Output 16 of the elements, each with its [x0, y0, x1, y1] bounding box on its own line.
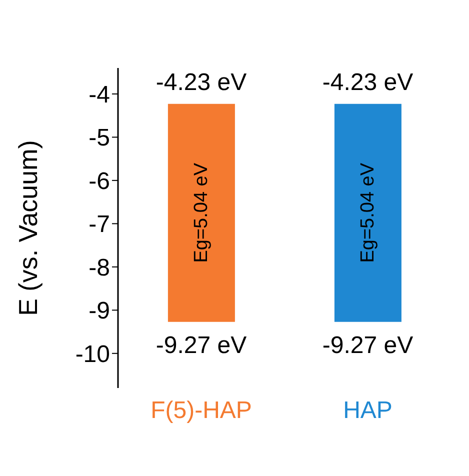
annotation: -9.27 eV: [322, 332, 414, 359]
x-tick-label: HAP: [343, 397, 392, 424]
data-label: Eg=5.04 eV: [190, 162, 212, 263]
y-tick-label: -8: [88, 254, 110, 282]
y-tick-label: -10: [75, 340, 110, 368]
x-tick-label: F(5)-HAP: [150, 397, 252, 424]
y-tick-label: -4: [88, 81, 110, 108]
data-label: Eg=5.04 eV: [357, 162, 378, 263]
annotation: -4.23 eV: [156, 68, 247, 96]
annotation: -4.23 eV: [322, 68, 414, 96]
y-axis-title: E (vs. Vacuum): [13, 140, 44, 316]
y-tick-label: -9: [88, 298, 110, 325]
y-tick-label: -5: [88, 124, 110, 152]
annotation: -9.27 eV: [156, 332, 247, 359]
y-tick-label: -6: [88, 168, 110, 195]
y-tick-label: -7: [88, 211, 110, 238]
